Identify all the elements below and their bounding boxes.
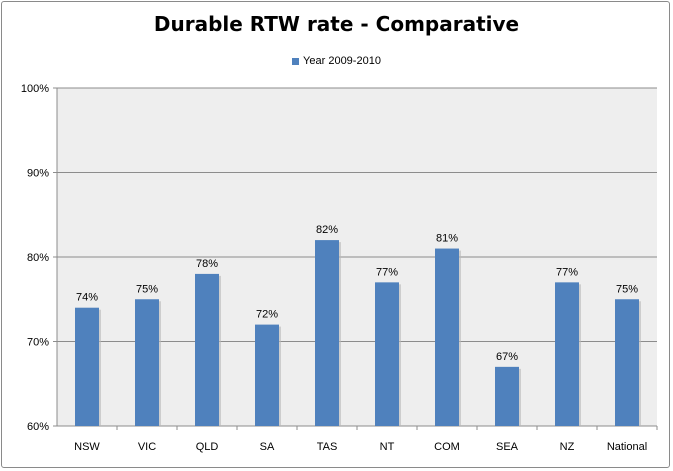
data-label: 78%	[196, 258, 218, 270]
bar	[195, 273, 219, 426]
y-tick-label: 60%	[27, 421, 49, 433]
legend-swatch	[292, 57, 300, 65]
x-tick-label: NSW	[74, 441, 100, 453]
bar	[555, 282, 579, 426]
x-tick-label: SA	[260, 441, 275, 453]
data-label: 67%	[496, 351, 518, 363]
y-tick-label: 90%	[27, 168, 49, 180]
data-label: 75%	[136, 283, 158, 295]
data-label: 72%	[256, 309, 278, 321]
bar	[255, 324, 279, 426]
bar	[375, 282, 399, 426]
x-tick-label: TAS	[317, 441, 338, 453]
bar	[435, 248, 459, 426]
bar	[75, 307, 99, 426]
data-label: 75%	[616, 283, 638, 295]
data-label: 74%	[76, 292, 98, 304]
y-tick-label: 100%	[21, 83, 49, 95]
data-label: 77%	[376, 266, 398, 278]
bar	[135, 299, 159, 426]
x-tick-label: VIC	[138, 441, 156, 453]
legend-label: Year 2009-2010	[303, 55, 381, 68]
data-label: 77%	[556, 266, 578, 278]
bar	[615, 299, 639, 426]
x-tick-label: NZ	[560, 441, 575, 453]
x-tick-label: SEA	[496, 441, 519, 453]
data-label: 82%	[316, 224, 338, 236]
legend: Year 2009-2010	[0, 55, 673, 67]
x-tick-label: QLD	[196, 441, 219, 453]
bar	[495, 366, 519, 426]
x-tick-label: COM	[434, 441, 460, 453]
bar	[315, 240, 339, 426]
x-tick-label: National	[607, 441, 647, 453]
chart-title: Durable RTW rate - Comparative	[153, 12, 520, 36]
y-tick-label: 70%	[27, 337, 49, 349]
x-tick-label: NT	[380, 441, 395, 453]
y-tick-label: 80%	[27, 252, 49, 264]
data-label: 81%	[436, 233, 458, 245]
